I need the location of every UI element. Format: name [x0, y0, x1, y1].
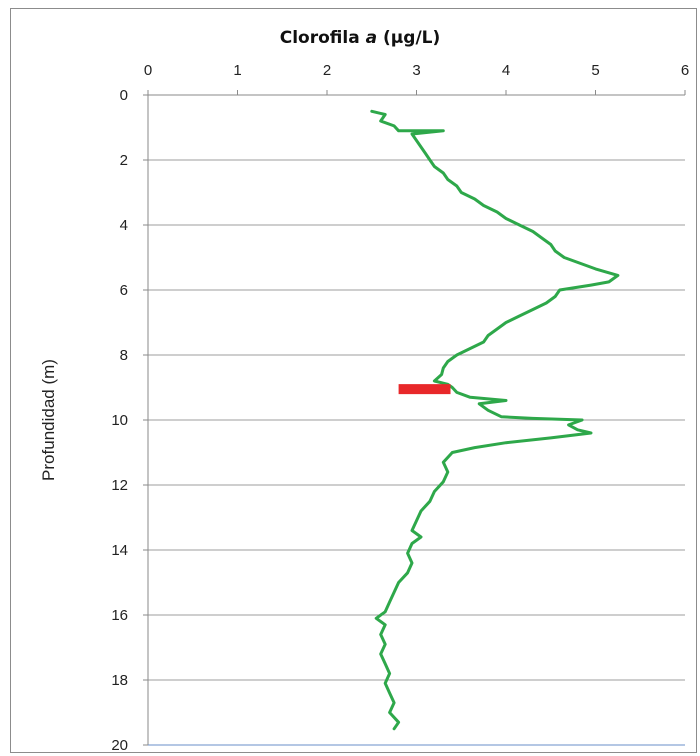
y-tick-label-8: 8	[120, 347, 128, 364]
y-tick-label-6: 6	[120, 282, 128, 299]
chart-title-unit: (µg/L)	[377, 28, 440, 48]
y-tick-label-12: 12	[111, 477, 128, 494]
y-tick-label-2: 2	[120, 152, 128, 169]
chart-frame	[10, 8, 697, 753]
x-tick-label-2: 2	[323, 62, 331, 79]
x-tick-label-1: 1	[233, 62, 241, 79]
y-tick-label-16: 16	[111, 607, 128, 624]
y-tick-label-18: 18	[111, 672, 128, 689]
y-tick-label-0: 0	[120, 87, 128, 104]
x-tick-label-4: 4	[502, 62, 510, 79]
annotations	[398, 384, 451, 395]
chart-title-main: Clorofila	[280, 28, 366, 48]
x-tick-label-5: 5	[591, 62, 599, 79]
y-tick-label-10: 10	[111, 412, 128, 429]
chart-title: Clorofila a (µg/L)	[280, 28, 441, 48]
gridlines	[148, 159, 685, 746]
y-tick-label-20: 20	[111, 737, 128, 754]
chart-title-italic: a	[366, 28, 377, 48]
marker-bar-0	[398, 384, 451, 395]
axes	[143, 90, 686, 746]
x-tick-label-3: 3	[412, 62, 420, 79]
y-tick-label-4: 4	[120, 217, 128, 234]
x-tick-label-0: 0	[144, 62, 152, 79]
x-tick-label-6: 6	[681, 62, 689, 79]
y-axis-title: Profundidad (m)	[39, 359, 58, 481]
y-tick-label-14: 14	[111, 542, 128, 559]
